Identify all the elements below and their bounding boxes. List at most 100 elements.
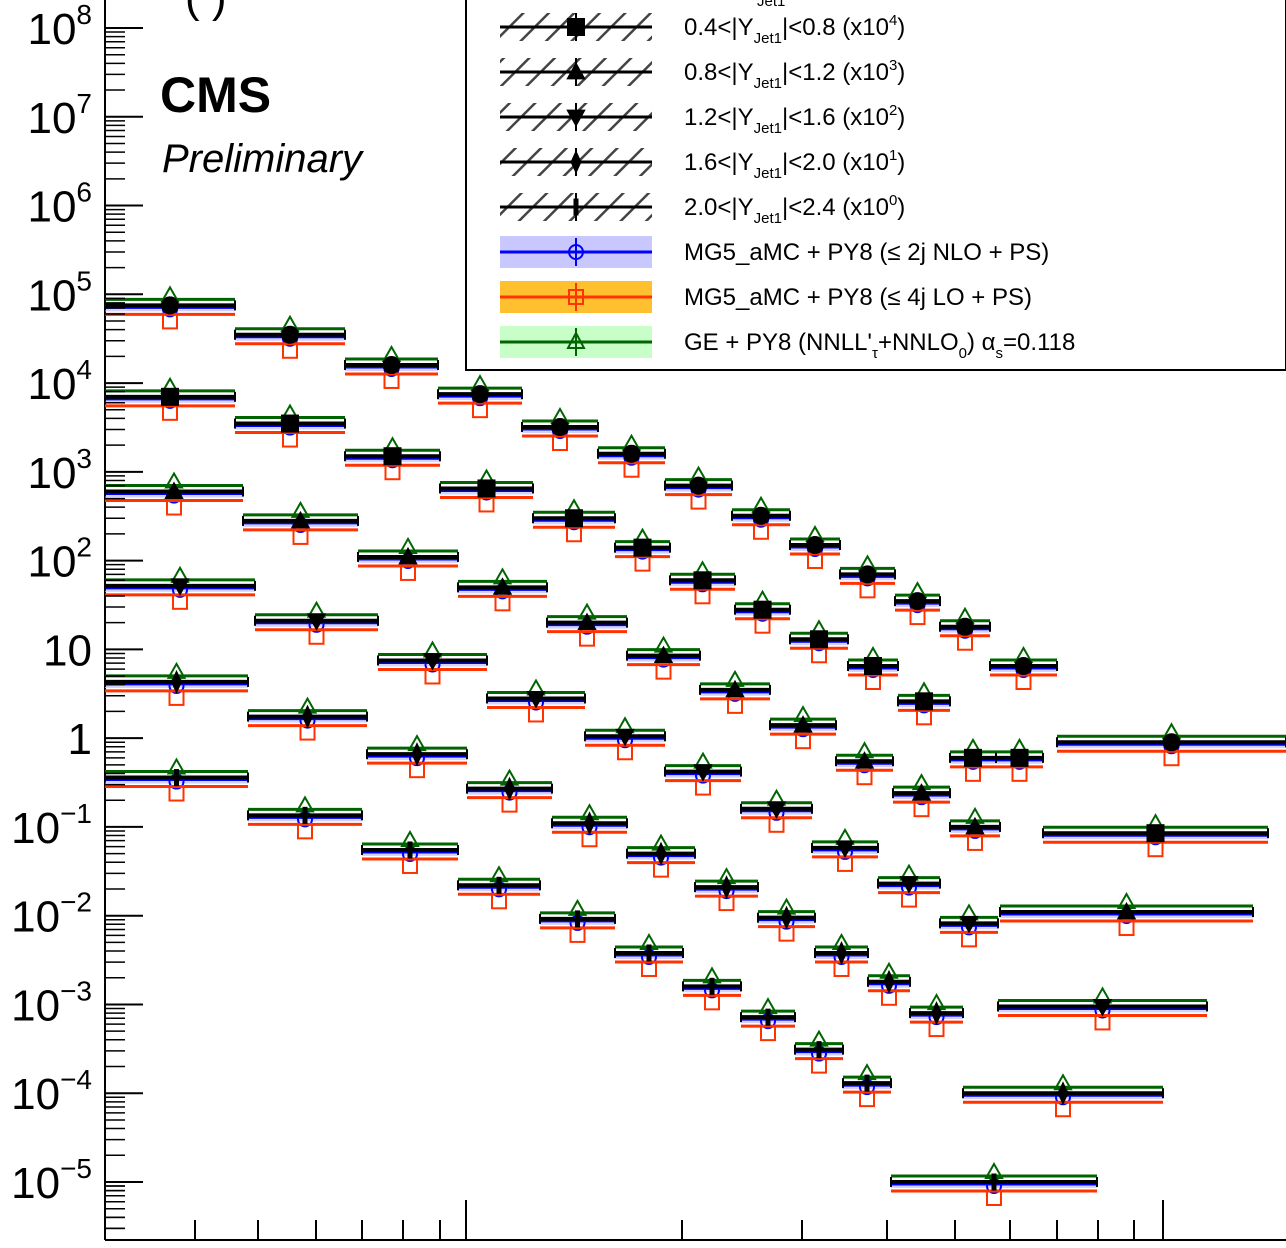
y-axis: 10810710610510410310210110−110−210−310−4… xyxy=(11,0,143,1230)
data-point xyxy=(1010,748,1029,767)
legend-entry-label: MG5_aMC + PY8 (≤ 2j NLO + PS) xyxy=(684,239,1049,266)
data-point xyxy=(864,656,882,675)
mg5-lo-marker xyxy=(1118,920,1135,937)
y-tick-label: 10−4 xyxy=(11,1064,92,1119)
data-point xyxy=(1092,999,1113,1017)
y-tick-label: 108 xyxy=(27,0,92,54)
data-point xyxy=(477,479,496,498)
mg5-lo-marker xyxy=(641,960,657,977)
mg5-lo-marker xyxy=(400,564,416,581)
data-point xyxy=(908,592,927,611)
cms-label: ( ) CMS Preliminary xyxy=(160,0,365,181)
mg5-lo-marker xyxy=(913,801,930,818)
data-point xyxy=(991,1173,997,1191)
y-tick-label: 10−2 xyxy=(11,887,92,942)
legend: 0.4<|YJet1|<0.8 (x104) 0.8<|YJet1|<1.2 (x… xyxy=(465,0,1286,371)
data-point xyxy=(816,1041,822,1059)
data-point xyxy=(752,506,770,525)
data-point xyxy=(526,691,546,709)
data-points xyxy=(104,296,1286,1191)
data-point xyxy=(551,418,569,437)
data-point xyxy=(709,977,715,995)
legend-marker xyxy=(573,198,579,216)
mg5-lo-marker xyxy=(859,1091,875,1108)
data-point xyxy=(422,653,443,671)
data-point xyxy=(281,325,299,344)
y-tick-label: 10−5 xyxy=(11,1153,92,1208)
data-point xyxy=(753,600,772,619)
data-point xyxy=(810,630,828,649)
mg5-lo-marker xyxy=(986,1190,1002,1206)
plot-frame xyxy=(104,0,1286,1241)
data-point xyxy=(615,728,635,747)
legend-marker xyxy=(566,330,586,349)
y-tick-label: 10−3 xyxy=(11,975,92,1030)
mg5-lo-marker xyxy=(491,893,507,910)
data-point xyxy=(382,355,401,374)
mg5-lo-marker xyxy=(704,994,720,1011)
y-tick-label: 104 xyxy=(27,354,92,409)
mg5-lo-marker xyxy=(579,630,595,647)
y-tick-label: 10−1 xyxy=(11,798,92,853)
y-tick-label: 107 xyxy=(27,88,92,143)
y-tick-label: 1 xyxy=(68,715,92,764)
mg5-lo-marker xyxy=(168,785,185,802)
legend-entry-label: 2.0<|YJet1|<2.4 (x100) xyxy=(684,192,905,227)
legend-entry-label: 0.4<|YJet1|<0.8 (x104) xyxy=(684,12,905,47)
data-point xyxy=(281,414,299,433)
legend-marker xyxy=(570,149,582,175)
data-point xyxy=(653,645,674,664)
data-point xyxy=(646,944,652,962)
data-point xyxy=(693,571,712,590)
legend-entry-label: 0.8<|YJet1|<1.2 (x103) xyxy=(684,57,905,92)
data-point xyxy=(170,578,190,596)
status-label: Preliminary xyxy=(162,137,365,181)
data-point xyxy=(575,910,580,928)
data-point xyxy=(780,905,793,930)
mg5-lo-marker xyxy=(967,834,983,851)
title-fragment: ( ) xyxy=(185,0,227,22)
data-point xyxy=(503,776,516,801)
data-point xyxy=(693,764,713,782)
mg5-lo-marker xyxy=(795,733,811,750)
legend-entry-label: GE + PY8 (NNLL'τ+NNLO0) αs=0.118 xyxy=(684,329,1075,362)
data-point xyxy=(1146,824,1165,843)
data-point xyxy=(964,748,982,767)
mg5-lo-marker xyxy=(760,1025,776,1042)
data-point xyxy=(633,538,652,557)
y-tick-label: 102 xyxy=(27,532,92,587)
mg5-lo-marker xyxy=(402,857,418,874)
mg5-lo-marker xyxy=(811,1057,827,1074)
data-point xyxy=(689,476,708,495)
y-tick-label: 106 xyxy=(27,177,92,232)
data-point xyxy=(306,613,327,631)
legend-entry-label: 1.2<|YJet1|<1.6 (x102) xyxy=(684,102,905,137)
data-point xyxy=(174,769,179,787)
data-point xyxy=(930,1001,943,1026)
data-point xyxy=(301,704,314,729)
legend-marker xyxy=(566,109,586,128)
data-point xyxy=(883,969,895,994)
data-point xyxy=(959,915,979,934)
data-point xyxy=(1014,656,1033,675)
data-point xyxy=(1057,1081,1069,1106)
data-point xyxy=(854,751,875,769)
data-point xyxy=(766,801,787,819)
legend-marker xyxy=(566,61,586,80)
data-point xyxy=(164,481,184,499)
mg5-lo-marker xyxy=(297,823,313,840)
mg5-lo-marker xyxy=(727,697,743,714)
legend-entry-label: MG5_aMC + PY8 (≤ 4j LO + PS) xyxy=(684,284,1032,311)
y-tick-label: 105 xyxy=(27,265,92,320)
data-point xyxy=(407,841,413,859)
data-point xyxy=(864,1074,870,1092)
data-point xyxy=(622,444,641,463)
data-point xyxy=(725,679,745,698)
data-point xyxy=(765,1008,771,1026)
data-point xyxy=(492,577,513,595)
data-point xyxy=(161,296,179,315)
data-point xyxy=(806,535,824,554)
y-tick-label: 103 xyxy=(27,443,92,498)
data-point xyxy=(835,940,848,965)
